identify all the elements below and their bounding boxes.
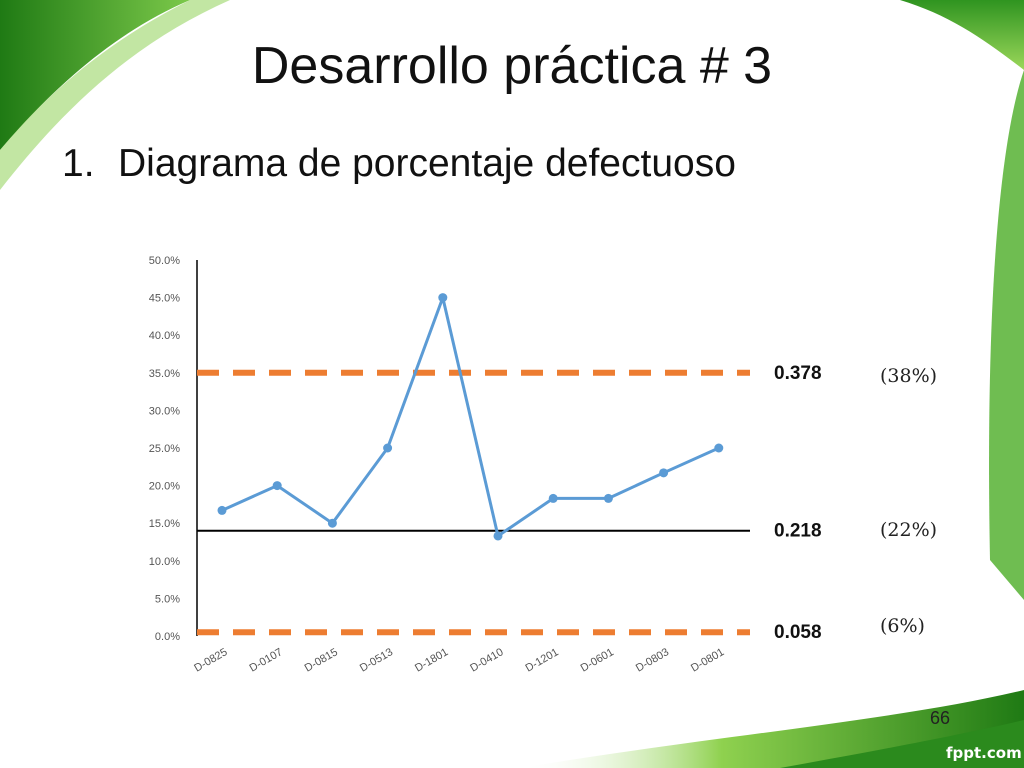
data-point [493,531,503,541]
x-tick-label: D-0513 [358,646,395,674]
lcl-percent-note: (6%) [880,615,925,637]
data-point [548,493,558,503]
x-tick-label: D-0825 [192,646,229,674]
data-point [438,293,448,303]
cl-label: 0.218 [774,521,822,542]
y-tick-label: 20.0% [149,481,180,493]
y-tick-label: 40.0% [149,330,180,342]
y-tick-label: 5.0% [155,593,180,605]
watermark: fppt.com [946,744,1022,762]
x-tick-label: D-0601 [579,646,616,674]
ucl-percent-note: (38%) [880,365,938,387]
page-number: 66 [930,708,951,728]
ucl-label: 0.378 [774,363,822,384]
right-edge-swoosh [989,70,1024,600]
lcl-label: 0.058 [774,622,822,643]
x-tick-label: D-0107 [247,646,284,674]
data-point [272,481,282,491]
data-point [327,518,337,528]
y-tick-label: 15.0% [149,518,180,530]
y-tick-label: 25.0% [149,443,180,455]
list-item-text: Diagrama de porcentaje defectuoso [118,142,736,185]
control-chart: 0.0% 5.0% 10.0% 15.0% 20.0% 25.0% 30.0% 35.0% 40… [149,255,822,675]
x-tick-label: D-0815 [303,646,340,674]
y-tick-label: 35.0% [149,368,180,380]
y-tick-label: 10.0% [149,556,180,568]
data-point [383,443,393,453]
list-item-number: 1. [62,142,95,185]
y-tick-label: 0.0% [155,631,180,643]
x-tick-label: D-1801 [413,646,450,674]
chart-panel: 0.0% 5.0% 10.0% 15.0% 20.0% 25.0% 30.0% 35.0% 40… [122,240,842,690]
y-tick-label: 50.0% [149,255,180,267]
y-tick-label: 30.0% [149,405,180,417]
x-tick-label: D-0801 [689,646,726,674]
x-tick-label: D-1201 [523,646,560,674]
cl-percent-note: (22%) [880,519,938,541]
data-point [659,468,669,478]
y-tick-label: 45.0% [149,293,180,305]
data-point [714,443,724,453]
data-point [217,505,227,515]
data-point [603,493,613,503]
slide-title: Desarrollo práctica # 3 [251,37,773,95]
x-tick-label: D-0803 [634,646,671,674]
series-line [221,296,720,538]
x-tick-label: D-0410 [468,646,505,674]
list-item: 1. Diagrama de porcentaje defectuoso [62,142,736,186]
